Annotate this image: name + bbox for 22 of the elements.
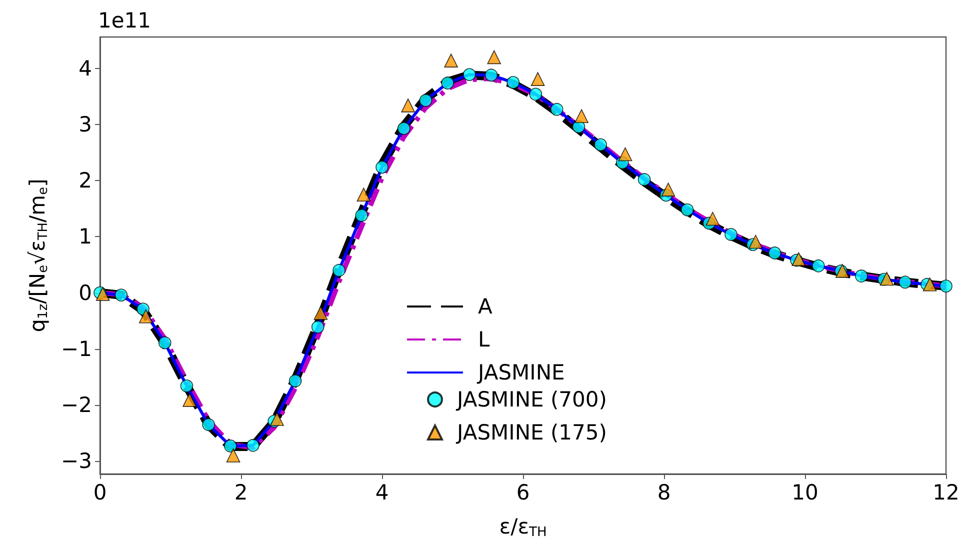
x-tick-label: 8	[657, 480, 671, 504]
y-tick-label: 3	[78, 112, 92, 137]
legend-label: L	[478, 328, 490, 352]
x-tick-label: 10	[792, 480, 818, 504]
y-tick-label: −1	[61, 336, 92, 361]
text: 1e11	[98, 8, 152, 32]
y-tick-label: 4	[78, 56, 92, 80]
legend-label: JASMINE (700)	[455, 388, 607, 412]
x-tick-label: 0	[93, 480, 107, 504]
x-tick-label: 4	[375, 480, 389, 504]
x-tick-label: 12	[932, 480, 960, 504]
y-tick-label: 1	[78, 224, 92, 249]
legend-label: JASMINE	[476, 360, 565, 384]
legend-label: JASMINE (175)	[455, 420, 607, 444]
y-tick-label: 0	[78, 280, 92, 305]
y-tick-label: −2	[61, 393, 92, 417]
x-tick-label: 6	[516, 480, 530, 504]
y-tick-label: −3	[61, 449, 92, 474]
y-tick-label: 2	[78, 168, 92, 193]
x-tick-label: 2	[234, 480, 248, 504]
text: q1z/[Ne√εTH/me]	[26, 178, 52, 332]
legend-label: A	[478, 294, 493, 318]
